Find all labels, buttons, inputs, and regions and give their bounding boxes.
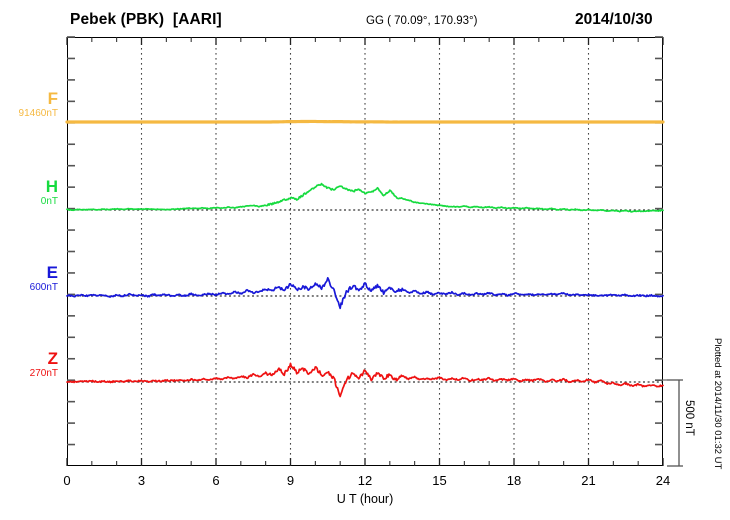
channel-label-f: F 91460nT xyxy=(0,90,58,120)
x-tick-label: 18 xyxy=(506,473,522,488)
channel-baseline-h: 0nT xyxy=(40,196,58,207)
x-axis-title: U T (hour) xyxy=(336,492,394,506)
channel-letter-e: E xyxy=(46,263,58,282)
channel-letter-z: Z xyxy=(47,349,58,368)
channel-label-h: H 0nT xyxy=(0,178,58,208)
channel-label-z: Z 270nT xyxy=(0,350,58,380)
channel-letter-h: H xyxy=(45,177,58,196)
x-tick-label: 9 xyxy=(286,473,295,488)
page-title: Pebek (PBK) [AARI] xyxy=(70,11,222,28)
plotted-at-label: Plotted at 2014/11/30 01:32 UT xyxy=(712,338,723,470)
trace-E xyxy=(66,277,664,310)
channel-letter-f: F xyxy=(47,89,58,108)
scale-bar-label: 500 nT xyxy=(683,400,695,436)
x-tick-label: 6 xyxy=(212,473,220,488)
x-tick-label: 15 xyxy=(432,473,447,488)
x-tick-label: 24 xyxy=(655,473,671,488)
channel-baseline-z: 270nT xyxy=(29,368,58,379)
channel-baseline-e: 600nT xyxy=(29,282,58,293)
trace-Z xyxy=(66,362,664,398)
trace-F xyxy=(65,119,665,124)
x-tick-label: 21 xyxy=(581,473,596,488)
channel-baseline-f: 91460nT xyxy=(18,108,58,119)
x-tick-label: 0 xyxy=(63,473,71,488)
observation-date: 2014/10/30 xyxy=(575,11,653,28)
x-tick-label: 3 xyxy=(137,473,146,488)
geographic-coordinates: GG ( 70.09°, 170.93°) xyxy=(366,15,478,27)
x-tick-label: 12 xyxy=(357,473,373,488)
trace-H xyxy=(66,182,664,213)
channel-label-e: E 600nT xyxy=(0,264,58,294)
